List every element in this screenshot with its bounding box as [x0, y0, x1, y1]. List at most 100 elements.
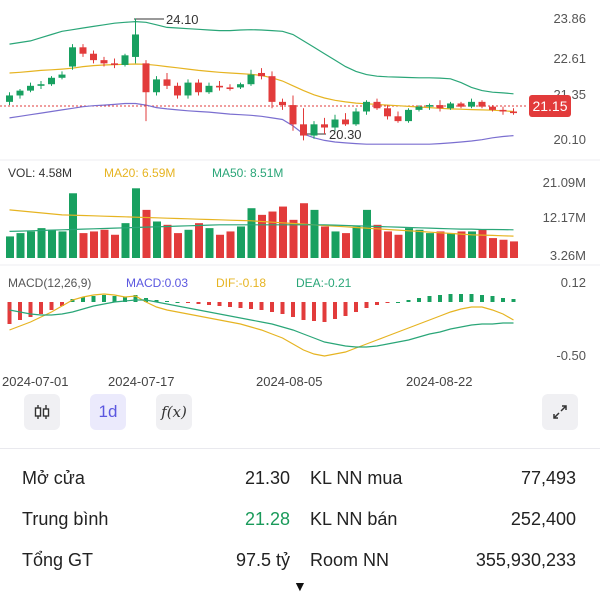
- expand-icon-glyph: [553, 405, 567, 419]
- volume-bar: [184, 229, 193, 258]
- volume-bar: [499, 239, 508, 258]
- volume-axis-tick: 21.09M: [543, 175, 586, 190]
- volume-bar: [373, 224, 382, 258]
- interval-1d-button[interactable]: 1d: [90, 394, 126, 430]
- volume-bar: [48, 229, 56, 258]
- macd-hist-bar: [270, 302, 274, 312]
- volume-bar: [132, 188, 140, 258]
- candle-body: [132, 34, 139, 57]
- foreign-sell-value: 252,400: [510, 509, 576, 529]
- volume-bar: [363, 209, 371, 258]
- volume-bar: [268, 211, 277, 258]
- macd-hist-bar: [39, 302, 43, 314]
- vol-ma20-label: MA20: 6.59M: [104, 166, 175, 180]
- open-value: 21.30: [244, 468, 290, 488]
- candle-body: [352, 111, 360, 125]
- candle-body: [415, 106, 423, 110]
- volume-bar: [247, 208, 256, 258]
- foreign-sell-label: KL NN bán: [310, 509, 398, 529]
- foreign-room-label: Room NN: [310, 550, 390, 570]
- price-axis-tick: 20.10: [553, 132, 586, 147]
- stock-chart[interactable]: 23.86 22.61 21.35 20.10 21.15 24.10 20.3…: [0, 0, 600, 440]
- candlestick-icon-glyph: [34, 405, 50, 419]
- chart-toolbar: 1d f(x): [0, 392, 600, 434]
- volume-bar: [310, 209, 319, 258]
- macd-hist-bar: [217, 302, 222, 306]
- boll-upper-line: [9, 20, 514, 95]
- volume-bar: [426, 233, 434, 258]
- macd-hist-bar: [112, 296, 117, 302]
- candle-body: [216, 85, 223, 88]
- macd-hist-bar: [175, 302, 180, 303]
- candle-body: [184, 82, 192, 96]
- macd-hist-bar: [60, 302, 64, 306]
- average-label: Trung bình: [22, 509, 109, 529]
- macd-hist-bar: [196, 302, 201, 304]
- candle-body: [468, 101, 475, 107]
- candle-body: [499, 109, 507, 112]
- volume-bar: [384, 231, 392, 258]
- candle-body: [289, 105, 297, 125]
- macd-hist-bar: [417, 298, 421, 302]
- macd-hist-bar: [501, 298, 505, 302]
- volume-bar: [205, 228, 214, 258]
- candle-body: [153, 79, 160, 93]
- volume-bar: [415, 229, 424, 258]
- candle-body: [79, 47, 87, 54]
- volume-bar: [16, 233, 25, 258]
- volume-bar: [142, 209, 151, 258]
- dif-value-label: DIF:-0.18: [216, 276, 266, 290]
- candlestick-icon[interactable]: [24, 394, 60, 430]
- candle-body: [447, 103, 454, 109]
- macd-hist-bar: [18, 302, 22, 320]
- volume-bar: [174, 233, 182, 258]
- volume-bar: [6, 236, 14, 258]
- candle-body: [27, 85, 34, 91]
- candle-body: [100, 60, 108, 64]
- candle-body: [48, 77, 55, 85]
- volume-axis-tick: 12.17M: [543, 210, 586, 225]
- macd-hist-bar: [291, 302, 295, 317]
- volume-bar: [405, 228, 413, 258]
- indicator-fx-button[interactable]: f(x): [156, 394, 192, 430]
- current-price-label: 21.15: [532, 98, 567, 114]
- candle-body: [58, 74, 66, 78]
- macd-axis-tick: 0.12: [561, 275, 586, 290]
- candle-body: [426, 105, 433, 107]
- x-axis-tick: 2024-07-17: [108, 374, 175, 389]
- volume-bar: [37, 228, 46, 258]
- macd-hist-bar: [322, 302, 327, 322]
- open-label: Mở cửa: [22, 468, 85, 488]
- macd-hist-bar: [511, 299, 516, 302]
- volume-bar: [216, 234, 224, 258]
- high-annotation: 24.10: [166, 12, 199, 27]
- volume-bar: [300, 203, 308, 258]
- vol-ma50-label: MA50: 8.51M: [212, 166, 283, 180]
- volume-bar: [79, 233, 88, 258]
- volume-bar: [100, 229, 109, 258]
- candle-body: [489, 106, 496, 110]
- macd-hist-bar: [364, 302, 369, 308]
- expand-more-arrow[interactable]: ▼: [293, 578, 307, 594]
- boll-lower-line: [9, 102, 514, 145]
- macd-hist-bar: [259, 302, 264, 310]
- volume-bar: [237, 226, 245, 258]
- x-axis-tick: 2024-07-01: [2, 374, 69, 389]
- candle-body: [321, 124, 328, 128]
- expand-icon[interactable]: [542, 394, 578, 430]
- candle-body: [195, 82, 202, 93]
- candle-body: [37, 84, 45, 86]
- candle-body: [90, 53, 97, 61]
- candle-body: [237, 84, 244, 88]
- low-annotation: 20.30: [329, 127, 362, 142]
- stats-row: Trung bình 21.28 KL NN bán 252,400: [0, 501, 600, 537]
- candle-body: [478, 101, 486, 107]
- candle-body: [363, 101, 370, 112]
- candle-body: [510, 111, 517, 114]
- volume-axis-tick: 3.26M: [550, 248, 586, 263]
- macd-hist-bar: [154, 300, 159, 302]
- macd-hist-bar: [7, 302, 12, 324]
- volume-bar: [321, 226, 329, 258]
- foreign-buy-value: 77,493: [520, 468, 576, 488]
- volume-bar: [331, 231, 340, 258]
